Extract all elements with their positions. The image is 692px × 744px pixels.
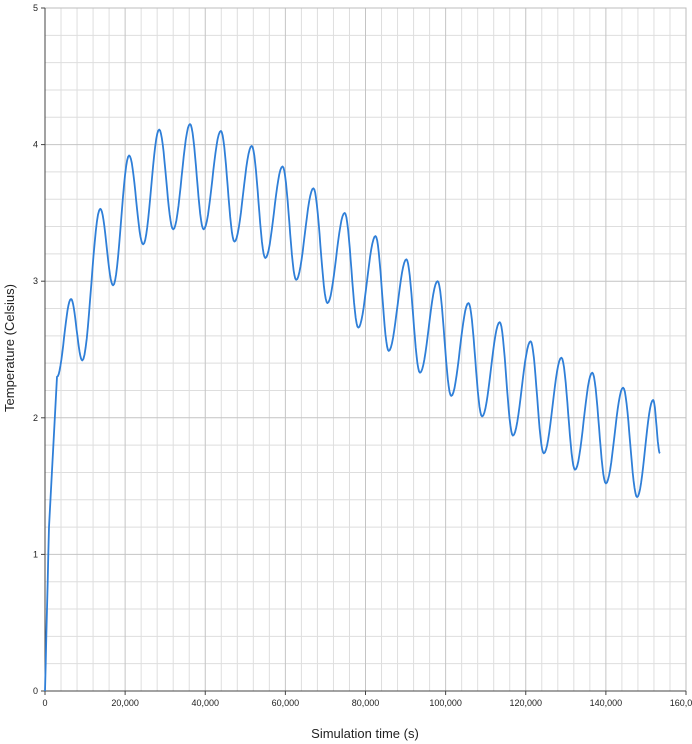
x-tick-label: 60,000: [272, 698, 300, 708]
series-layer: [44, 123, 661, 692]
y-tick-label: 3: [33, 276, 38, 286]
x-tick-label: 100,000: [429, 698, 462, 708]
grid: [44, 7, 687, 692]
x-tick-label: 80,000: [352, 698, 380, 708]
y-tick-label: 2: [33, 413, 38, 423]
y-axis-title: Temperature (Celsius): [2, 284, 17, 412]
y-axis-ticks: 0 1 2 3 4 5: [33, 3, 45, 696]
y-tick-label: 1: [33, 549, 38, 559]
x-tick-label: 120,000: [509, 698, 542, 708]
y-tick-label: 5: [33, 3, 38, 13]
y-tick-label: 0: [33, 686, 38, 696]
y-tick-label: 4: [33, 140, 38, 150]
x-tick-label: 160,000: [670, 698, 692, 708]
x-tick-label: 20,000: [111, 698, 139, 708]
x-tick-label: 40,000: [191, 698, 219, 708]
x-axis-ticks: 0 20,000 40,000 60,000 80,000 100,000 120,000 1…: [42, 691, 692, 708]
x-axis-title: Simulation time (s): [311, 726, 419, 741]
x-tick-label: 140,000: [590, 698, 623, 708]
x-tick-label: 0: [42, 698, 47, 708]
series-line-0: [44, 123, 661, 692]
